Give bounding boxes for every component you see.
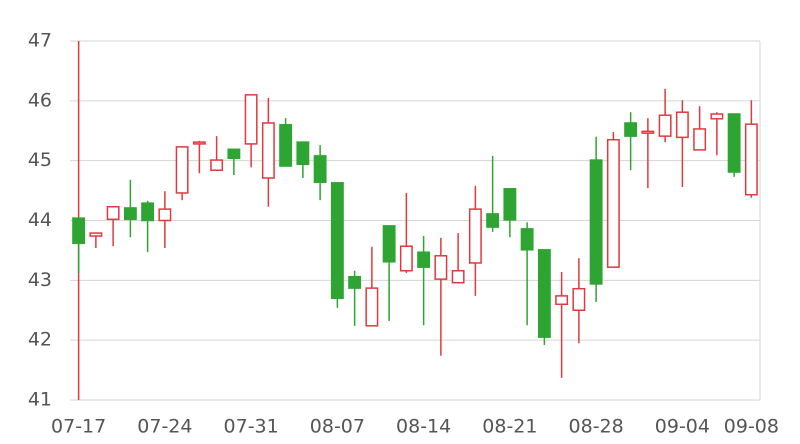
y-tick-label: 42 bbox=[28, 329, 52, 351]
candle-body bbox=[451, 270, 465, 284]
candle-body bbox=[106, 205, 120, 221]
candle-body bbox=[606, 138, 620, 268]
x-tick-label: 07-24 bbox=[137, 416, 192, 438]
candle-body bbox=[572, 287, 586, 311]
candle-body bbox=[555, 295, 569, 306]
candle-body bbox=[210, 159, 224, 171]
candle-body bbox=[141, 202, 155, 222]
y-tick-label: 41 bbox=[28, 389, 52, 411]
candle-body bbox=[675, 111, 689, 139]
x-tick-label: 09-04 bbox=[655, 416, 710, 438]
candle-body bbox=[658, 114, 672, 137]
candle-body bbox=[279, 124, 293, 167]
candle-body bbox=[192, 141, 206, 145]
candle-body bbox=[503, 188, 517, 221]
x-tick-label: 07-17 bbox=[51, 416, 106, 438]
candle-body bbox=[348, 275, 362, 289]
y-tick-label: 47 bbox=[28, 30, 52, 52]
candle-body bbox=[261, 122, 275, 179]
candle-body bbox=[175, 146, 189, 194]
candle-body bbox=[244, 94, 258, 145]
candle-body bbox=[330, 182, 344, 300]
y-tick-label: 44 bbox=[28, 209, 52, 231]
candle-body bbox=[227, 148, 241, 160]
candle-body bbox=[520, 228, 534, 251]
y-tick-label: 46 bbox=[28, 89, 52, 111]
x-tick-label: 09-08 bbox=[724, 416, 779, 438]
candle-body bbox=[158, 208, 172, 222]
x-tick-label: 08-28 bbox=[569, 416, 624, 438]
candle-body bbox=[468, 208, 482, 264]
y-tick-label: 45 bbox=[28, 149, 52, 171]
candle-body bbox=[313, 155, 327, 183]
candle-body bbox=[417, 251, 431, 268]
candle-body bbox=[365, 287, 379, 327]
x-tick-label: 08-14 bbox=[396, 416, 451, 438]
candle-body bbox=[537, 249, 551, 338]
candle-body bbox=[693, 128, 707, 151]
x-tick-label: 08-07 bbox=[310, 416, 365, 438]
candle-body bbox=[486, 213, 500, 228]
candle-body bbox=[434, 255, 448, 280]
candle-body bbox=[589, 159, 603, 285]
candle-body bbox=[296, 141, 310, 166]
candle-body bbox=[624, 122, 638, 137]
candle-body bbox=[72, 217, 86, 244]
x-tick-label: 07-31 bbox=[224, 416, 279, 438]
candle-body bbox=[641, 130, 655, 134]
candle-body bbox=[123, 207, 137, 221]
y-tick-label: 43 bbox=[28, 269, 52, 291]
candle-body bbox=[710, 113, 724, 120]
candle-body bbox=[382, 225, 396, 263]
x-tick-label: 08-21 bbox=[482, 416, 537, 438]
candle-body bbox=[727, 113, 741, 173]
candle-body bbox=[89, 232, 103, 237]
candle-body bbox=[744, 123, 758, 196]
candle-body bbox=[399, 245, 413, 272]
